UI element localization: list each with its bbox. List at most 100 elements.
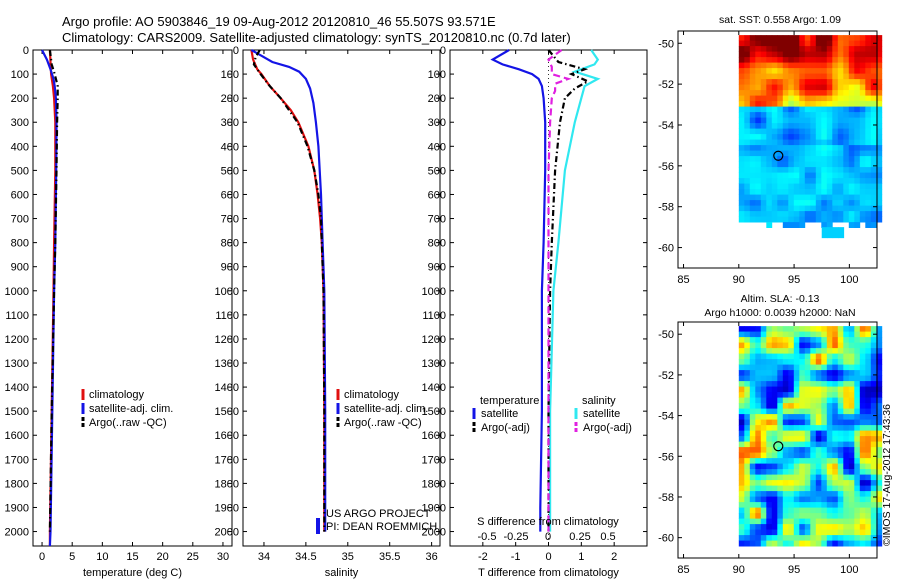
map-cell xyxy=(848,101,855,107)
map-cell xyxy=(870,112,877,118)
map-cell xyxy=(821,200,828,206)
map-cell xyxy=(865,51,872,58)
map-cell xyxy=(826,419,833,426)
depth-tick-label: 700 xyxy=(11,214,29,226)
map-cell xyxy=(760,211,767,217)
map-cell xyxy=(749,447,756,453)
map-cell xyxy=(810,386,817,393)
map-cell xyxy=(810,496,817,503)
map-cell xyxy=(810,513,817,519)
map-cell xyxy=(843,68,850,74)
map-cell xyxy=(815,117,822,124)
map-cell xyxy=(843,463,850,470)
map-cell xyxy=(766,535,773,541)
map-cell xyxy=(843,79,850,85)
map-cell xyxy=(859,496,866,503)
map-cell xyxy=(799,480,806,486)
map-cell xyxy=(749,331,756,338)
map-cell xyxy=(843,474,850,481)
map-cell xyxy=(843,326,850,332)
map-cell xyxy=(843,62,850,69)
map-cell xyxy=(832,139,839,146)
map-cell xyxy=(744,458,751,464)
map-cell xyxy=(777,194,784,201)
map-cell xyxy=(766,79,773,85)
map-cell xyxy=(876,134,883,140)
map-cell xyxy=(837,447,844,453)
map-cell xyxy=(843,337,850,343)
map-cell xyxy=(821,211,828,217)
map-cell xyxy=(771,540,778,547)
temperature-xtick-label: 25 xyxy=(187,551,199,563)
map-cell xyxy=(782,463,789,470)
map-cell xyxy=(859,469,866,475)
map-cell xyxy=(799,46,806,52)
map-cell xyxy=(843,51,850,58)
map-cell xyxy=(749,40,756,47)
map-cell xyxy=(782,441,789,448)
map-cell xyxy=(749,156,756,162)
map-cell xyxy=(848,200,855,206)
map-cell xyxy=(738,161,745,168)
map-cell xyxy=(865,216,872,223)
map-cell xyxy=(777,117,784,124)
map-cell xyxy=(837,46,844,52)
map-cell xyxy=(749,381,756,387)
map-cell xyxy=(859,326,866,332)
map-cell xyxy=(859,414,866,420)
map-cell xyxy=(854,139,861,146)
map-cell xyxy=(810,370,817,376)
map-cell xyxy=(859,106,866,113)
map-cell xyxy=(826,513,833,519)
depth-tick-label: 300 xyxy=(11,117,29,129)
map-cell xyxy=(782,529,789,536)
map-cell xyxy=(793,161,800,168)
map-cell xyxy=(870,205,877,212)
map-cell xyxy=(788,128,795,135)
map-cell xyxy=(799,408,806,415)
map-cell xyxy=(793,342,800,349)
map-cell xyxy=(760,326,767,332)
map-cell xyxy=(804,95,811,102)
map-cell xyxy=(771,194,778,201)
map-cell xyxy=(810,441,817,448)
map-cell xyxy=(755,40,762,47)
map-cell xyxy=(865,62,872,69)
depth-tick-label: 600 xyxy=(428,189,446,201)
map-cell xyxy=(843,381,850,387)
map-cell xyxy=(810,194,817,201)
map-cell xyxy=(766,375,773,382)
map-cell xyxy=(837,194,844,201)
map-cell xyxy=(793,359,800,365)
map-cell xyxy=(826,452,833,459)
map-cell xyxy=(738,51,745,58)
legend-label: climatology xyxy=(89,389,145,401)
map-cell xyxy=(738,134,745,140)
map-cell xyxy=(749,392,756,398)
map-cell xyxy=(782,337,789,343)
map-cell xyxy=(826,46,833,52)
map-xtick-label: 95 xyxy=(788,564,800,576)
map-cell xyxy=(848,90,855,96)
map-cell xyxy=(810,46,817,52)
map-cell xyxy=(749,183,756,190)
map-cell xyxy=(766,117,773,124)
map-cell xyxy=(788,183,795,190)
map-cell xyxy=(738,326,745,332)
map-cell xyxy=(821,150,828,157)
map-cell xyxy=(832,73,839,80)
map-cell xyxy=(755,189,762,195)
map-cell xyxy=(771,419,778,426)
map-cell xyxy=(810,408,817,415)
map-cell xyxy=(837,529,844,536)
map-cell xyxy=(870,359,877,365)
map-cell xyxy=(749,139,756,146)
map-cell xyxy=(766,145,773,151)
map-cell xyxy=(771,458,778,464)
map-cell xyxy=(804,480,811,486)
map-cell xyxy=(843,458,850,464)
map-cell xyxy=(848,524,855,530)
map-cell xyxy=(821,425,828,431)
map-cell xyxy=(876,62,883,69)
map-cell xyxy=(837,145,844,151)
